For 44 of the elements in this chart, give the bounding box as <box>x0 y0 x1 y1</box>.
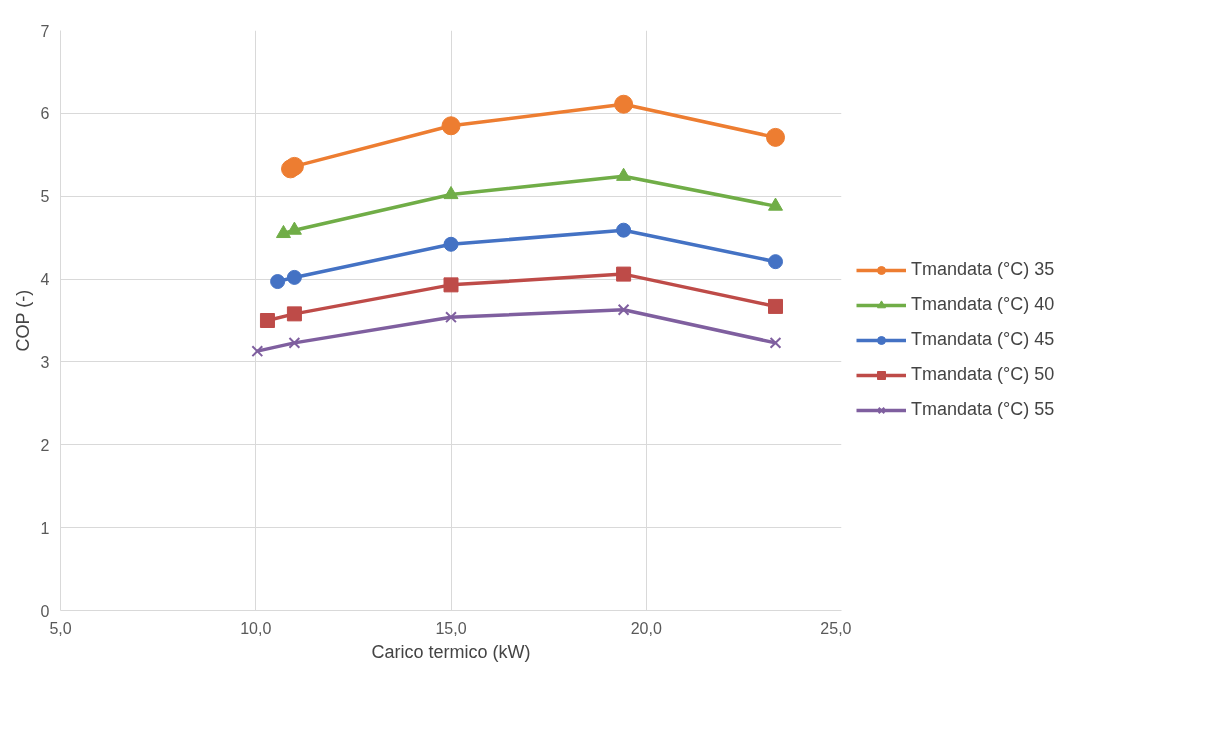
point <box>617 303 630 316</box>
y-tick-label: 5 <box>40 188 50 206</box>
point <box>284 156 304 176</box>
x-tick-label: 5,0 <box>49 619 72 637</box>
legend-label: Tmandata (°C) 55 <box>911 399 1055 420</box>
x-tick-label: 15,0 <box>435 619 467 637</box>
legend-label: Tmandata (°C) 35 <box>911 259 1055 280</box>
point <box>769 336 782 349</box>
point <box>616 222 632 238</box>
legend-label: Tmandata (°C) 40 <box>911 294 1055 315</box>
point <box>259 313 275 328</box>
point <box>766 127 786 147</box>
point <box>270 274 286 290</box>
point <box>443 277 459 293</box>
y-tick-label: 0 <box>40 602 50 620</box>
x-tick-label: 20,0 <box>630 619 662 637</box>
point <box>443 185 459 200</box>
legend-label: Tmandata (°C) 45 <box>911 329 1055 350</box>
x-tick-label: 25,0 <box>820 619 852 637</box>
point <box>616 167 632 181</box>
point <box>251 345 264 358</box>
point <box>768 298 784 314</box>
y-tick-label: 1 <box>40 519 50 537</box>
point <box>443 236 459 252</box>
y-tick-label: 3 <box>40 353 50 371</box>
y-axis-title: COP (-) <box>12 289 33 352</box>
point <box>768 197 784 211</box>
point <box>616 266 632 282</box>
point <box>288 336 301 349</box>
point <box>286 221 302 235</box>
x-tick-label: 10,0 <box>240 619 272 637</box>
point <box>768 254 784 270</box>
y-tick-label: 2 <box>40 436 50 454</box>
point <box>275 224 291 239</box>
legend-label: Tmandata (°C) 50 <box>911 364 1055 385</box>
y-tick-label: 7 <box>40 22 50 40</box>
point <box>614 94 634 114</box>
y-tick-label: 4 <box>40 271 50 289</box>
point <box>441 116 461 136</box>
y-tick-label: 6 <box>40 105 50 123</box>
point <box>286 306 302 322</box>
point <box>445 311 457 324</box>
x-axis-title: Carico termico (kW) <box>371 641 531 662</box>
point <box>286 269 302 285</box>
